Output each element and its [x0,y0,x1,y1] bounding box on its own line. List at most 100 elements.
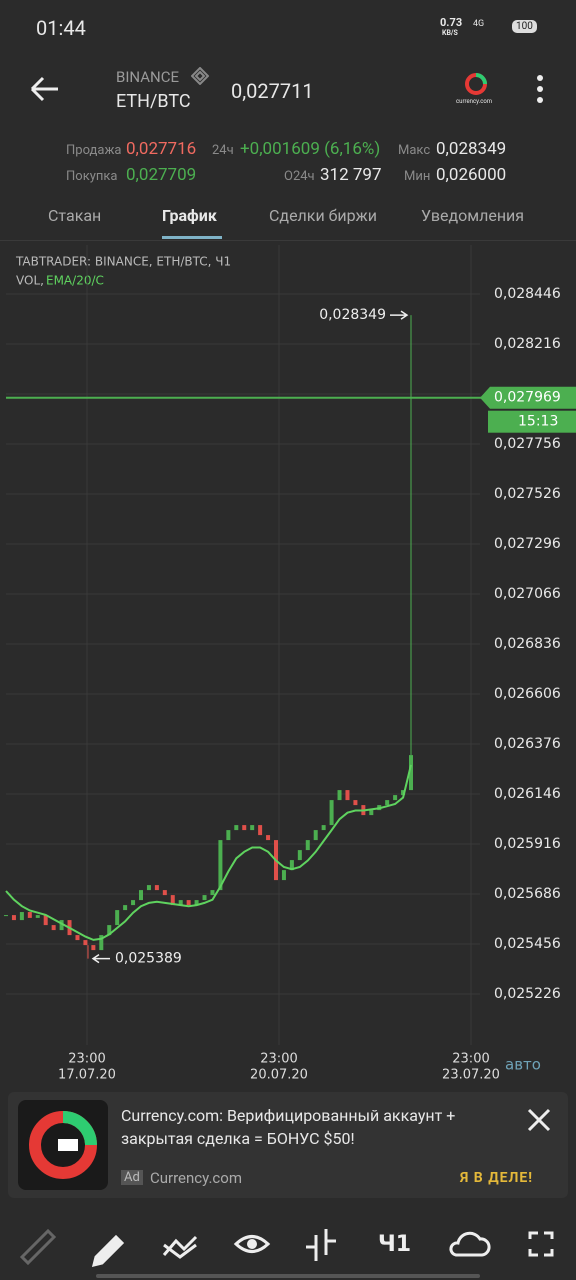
buy: 0,027709 [126,165,197,185]
y-tick-label: 0,027526 [494,486,561,502]
candle-body [218,840,223,891]
candle-body [297,850,302,861]
candle-body [75,935,80,941]
binance-icon [191,67,209,85]
candle-body [51,925,56,931]
candle-body [170,895,175,906]
candle-body [369,810,374,816]
candle-body [83,940,88,946]
candle-body [11,915,16,921]
candle-body [4,915,8,917]
tab[interactable]: Сделки биржи [269,206,377,225]
high-label: 0,028349 [319,307,386,323]
y-tick-label: 0,025456 [494,936,561,952]
candle-body [385,800,390,806]
battery: 100 [512,20,537,33]
x-tick-label: 23:00 [68,1052,105,1067]
candle-body [337,790,342,801]
candle-body [234,825,239,831]
logo-text: currency.com [456,98,493,105]
candle-body [305,840,310,851]
candle-body [162,890,167,896]
low-arrow [91,953,110,964]
candle-body [258,825,263,836]
ruler-icon[interactable] [19,1228,57,1266]
ema-line [5,764,412,941]
divider [0,240,576,241]
change: +0,001609 (6,16%) [240,139,381,159]
chart-type-icon[interactable] [306,1229,336,1261]
toolbar: Ч1 [19,1228,554,1268]
y-tick-label: 0,025916 [494,836,561,852]
sell: 0,027716 [126,139,197,159]
y-tick-label: 0,026836 [494,636,561,652]
vol-label: VOL, [16,274,44,288]
price-tag-label: 0,027969 [494,390,561,406]
last-price: 0,027711 [231,79,314,103]
y-tick-label: 0,028216 [494,336,561,352]
indicators-icon[interactable] [162,1235,198,1259]
y-tick-label: 0,026376 [494,736,561,752]
candle-body [35,915,40,918]
high-arrow [390,310,409,320]
candle-body [91,945,96,951]
pencil-icon[interactable] [91,1234,125,1268]
candle-body [393,795,398,801]
menu-button[interactable] [534,74,546,106]
ad-logo [18,1100,108,1190]
candle-body [139,890,143,901]
chart: TABTRADER: BINANCE, ETH/BTC, Ч1 VOL, EMA… [4,245,576,1083]
candle-body [19,912,24,921]
candle-body [202,895,207,901]
candle-body [329,800,334,826]
logo[interactable] [460,72,492,98]
eye-icon[interactable] [233,1235,271,1253]
change-label: 24ч [212,143,234,158]
candle-body [281,870,286,881]
candle-body [59,920,64,931]
auto-scale[interactable]: авто [505,1056,541,1074]
candle-body [146,885,151,891]
candle-body [178,900,183,906]
timeframe[interactable]: Ч1 [378,1232,411,1257]
volume: 312 797 [320,165,382,185]
candle-body [242,825,247,831]
y-tick-label: 0,027296 [494,536,561,552]
tab-active[interactable]: График [162,206,217,225]
cloud-icon[interactable] [449,1231,491,1257]
candle-body [194,900,199,906]
ad-cta[interactable]: Я В ДЕЛЕ! [460,1170,534,1186]
ad-close[interactable] [527,1108,551,1132]
x-tick-label: 23.07.20 [442,1068,500,1083]
y-tick-label: 0,026606 [494,686,561,702]
fullscreen-icon[interactable] [528,1231,554,1257]
timer-tag [488,410,576,433]
candle-body [321,825,326,831]
max-label: Макс [398,143,431,158]
y-tick-label: 0,027756 [494,436,561,452]
tab[interactable]: Уведомления [421,206,525,225]
x-tick-label: 17.07.20 [58,1068,116,1083]
chart-title: TABTRADER: BINANCE, ETH/BTC, Ч1 [15,255,231,269]
x-tick-label: 20.07.20 [250,1068,308,1083]
max: 0,028349 [436,139,507,159]
volume-label: О24ч [284,169,315,184]
timer-label: 15:13 [518,414,558,430]
back-button[interactable] [28,74,62,104]
low-label: 0,025389 [115,951,182,967]
tab[interactable]: Стакан [48,206,102,225]
indicator-label: EMA/20/C [46,274,104,288]
y-tick-label: 0,026146 [494,786,561,802]
candle-body [226,830,231,841]
min-label: Мин [404,169,431,184]
clock: 01:44 [36,16,86,40]
candle-body [154,885,159,891]
y-tick-label: 0,027066 [494,586,561,602]
net-unit: KB/S [442,29,458,37]
x-tick-label: 23:00 [452,1052,489,1067]
price-tag [480,386,576,409]
min: 0,026000 [436,165,507,185]
candle-body [289,860,294,871]
net-speed: 0.73 [440,16,463,29]
